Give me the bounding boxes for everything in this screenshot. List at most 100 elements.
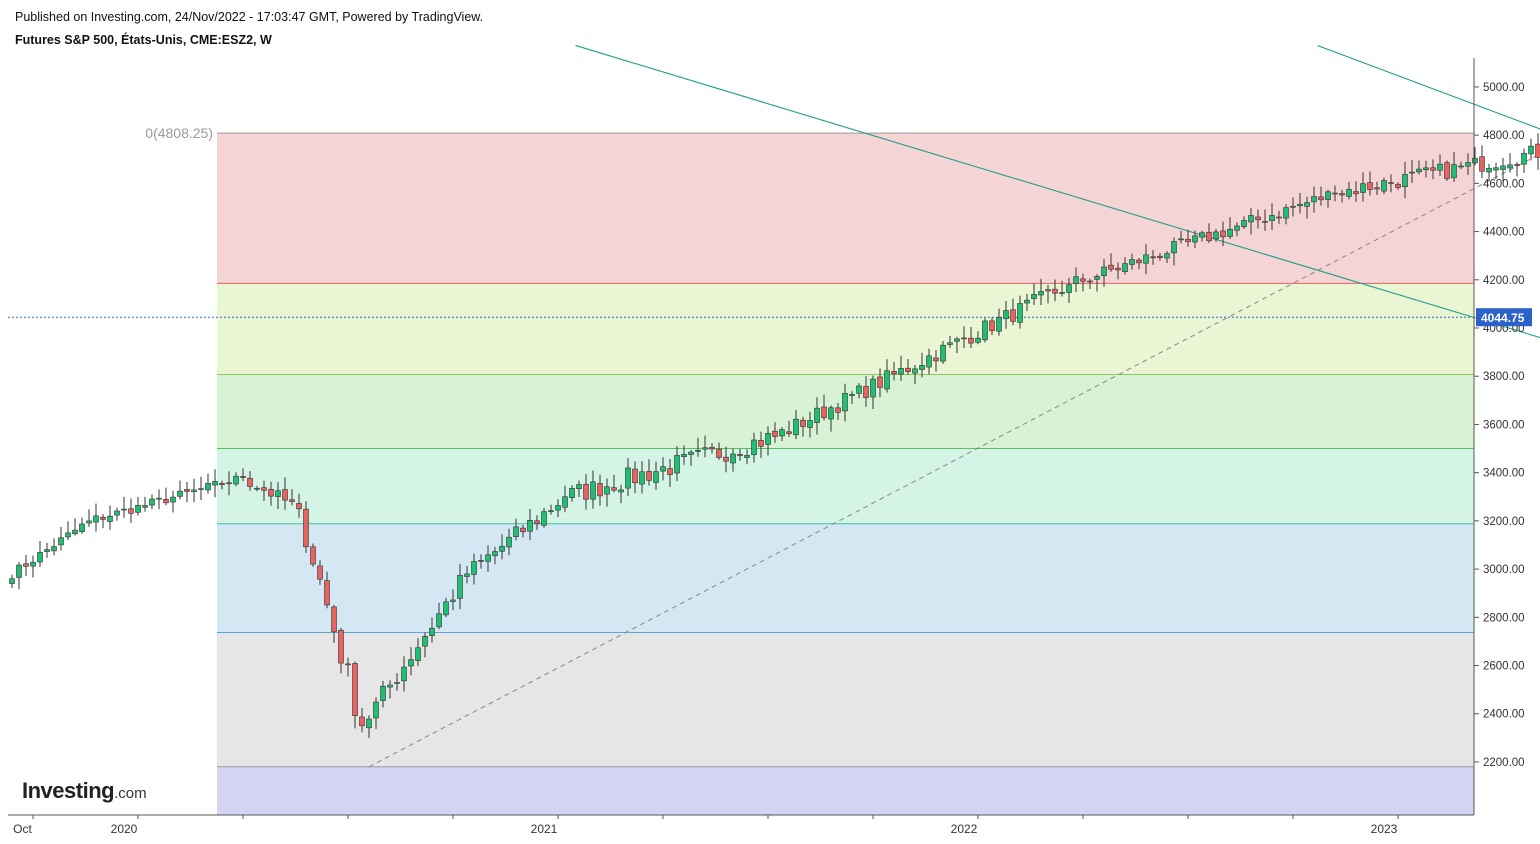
candle-down [863, 386, 869, 398]
candle-up [730, 453, 736, 464]
candle-up [478, 559, 484, 562]
candle-up [275, 490, 281, 497]
candle-up [415, 647, 421, 661]
candle-up [1437, 163, 1443, 171]
candle-down [240, 476, 246, 478]
fib-zone [217, 448, 1474, 524]
candle-up [135, 504, 141, 513]
y-tick-label: 4400.00 [1483, 227, 1525, 239]
candle-up [1360, 183, 1366, 193]
candle-down [611, 487, 617, 491]
candle-down [1444, 162, 1450, 179]
candle-up [527, 520, 533, 532]
candle-down [1353, 191, 1359, 195]
candle-up [1402, 174, 1408, 187]
candle-up [625, 467, 631, 489]
candlesticks [9, 133, 1540, 738]
candle-up [107, 515, 113, 522]
candle-down [310, 546, 316, 565]
candle-up [114, 510, 120, 516]
candle-down [1010, 309, 1016, 322]
candle-up [576, 484, 582, 489]
candle-up [870, 378, 876, 398]
candle-up [1234, 225, 1240, 231]
candle-up [1241, 220, 1247, 227]
candle-down [219, 483, 225, 485]
candle-up [443, 601, 449, 616]
candle-up [1409, 171, 1415, 174]
candle-up [996, 317, 1002, 332]
candle-up [779, 429, 785, 437]
candle-up [1451, 164, 1457, 179]
candle-up [1465, 162, 1471, 167]
candle-up [513, 526, 519, 537]
candle-down [1115, 267, 1121, 271]
channel-line [1317, 44, 1540, 130]
candle-up [1143, 254, 1149, 264]
candle-up [1528, 145, 1534, 155]
candle-up [1248, 215, 1254, 223]
symbol-title: Futures S&P 500, États-Unis, CME:ESZ2, W [15, 33, 272, 47]
candle-up [1311, 196, 1317, 203]
candle-down [583, 483, 589, 500]
candle-up [828, 407, 834, 420]
candle-up [191, 489, 197, 493]
candle-up [212, 481, 218, 486]
candle-up [1472, 157, 1478, 164]
candle-up [401, 666, 407, 682]
candle-down [597, 483, 603, 497]
candle-down [1150, 256, 1156, 259]
candle-down [184, 489, 190, 492]
candle-down [1087, 280, 1093, 283]
y-tick-label: 2400.00 [1483, 709, 1525, 721]
candle-up [548, 510, 554, 513]
candle-down [282, 489, 288, 501]
candle-up [394, 682, 400, 684]
candle-up [1199, 232, 1205, 238]
candle-up [912, 368, 918, 374]
candle-down [821, 406, 827, 418]
y-tick-label: 3800.00 [1483, 371, 1525, 383]
candle-down [163, 499, 169, 504]
candle-up [485, 554, 491, 562]
candle-down [23, 563, 29, 567]
candle-up [1269, 215, 1275, 221]
candle-up [884, 370, 890, 390]
candle-up [170, 496, 176, 503]
fib-zone [217, 766, 1474, 815]
candle-down [520, 527, 526, 533]
candle-down [324, 580, 330, 606]
x-tick-label: Oct [13, 822, 32, 836]
candle-up [954, 338, 960, 342]
candle-up [93, 515, 99, 523]
candle-down [296, 503, 302, 510]
candle-up [436, 613, 442, 628]
candle-down [359, 716, 365, 727]
y-tick-label: 3200.00 [1483, 516, 1525, 528]
candle-down [268, 488, 274, 497]
candle-up [814, 407, 820, 423]
candle-down [1045, 289, 1051, 292]
candle-up [1024, 299, 1030, 304]
candle-down [317, 565, 323, 580]
candle-down [646, 471, 652, 481]
fibonacci-retracement: 0(4808.25) [145, 125, 1474, 815]
candle-up [618, 489, 624, 493]
candle-up [429, 627, 435, 636]
candle-down [786, 431, 792, 434]
y-tick-label: 3000.00 [1483, 564, 1525, 576]
candle-down [905, 367, 911, 373]
candle-down [877, 376, 883, 388]
candle-up [72, 529, 78, 535]
y-tick-label: 3600.00 [1483, 419, 1525, 431]
y-tick-label: 2200.00 [1483, 757, 1525, 769]
candle-up [1283, 207, 1289, 219]
y-tick-label: 2800.00 [1483, 612, 1525, 624]
candle-down [1052, 288, 1058, 294]
candle-up [639, 471, 645, 485]
candle-down [1535, 143, 1540, 158]
candle-down [961, 337, 967, 340]
fib-zone [217, 283, 1474, 375]
candle-down [331, 606, 337, 633]
